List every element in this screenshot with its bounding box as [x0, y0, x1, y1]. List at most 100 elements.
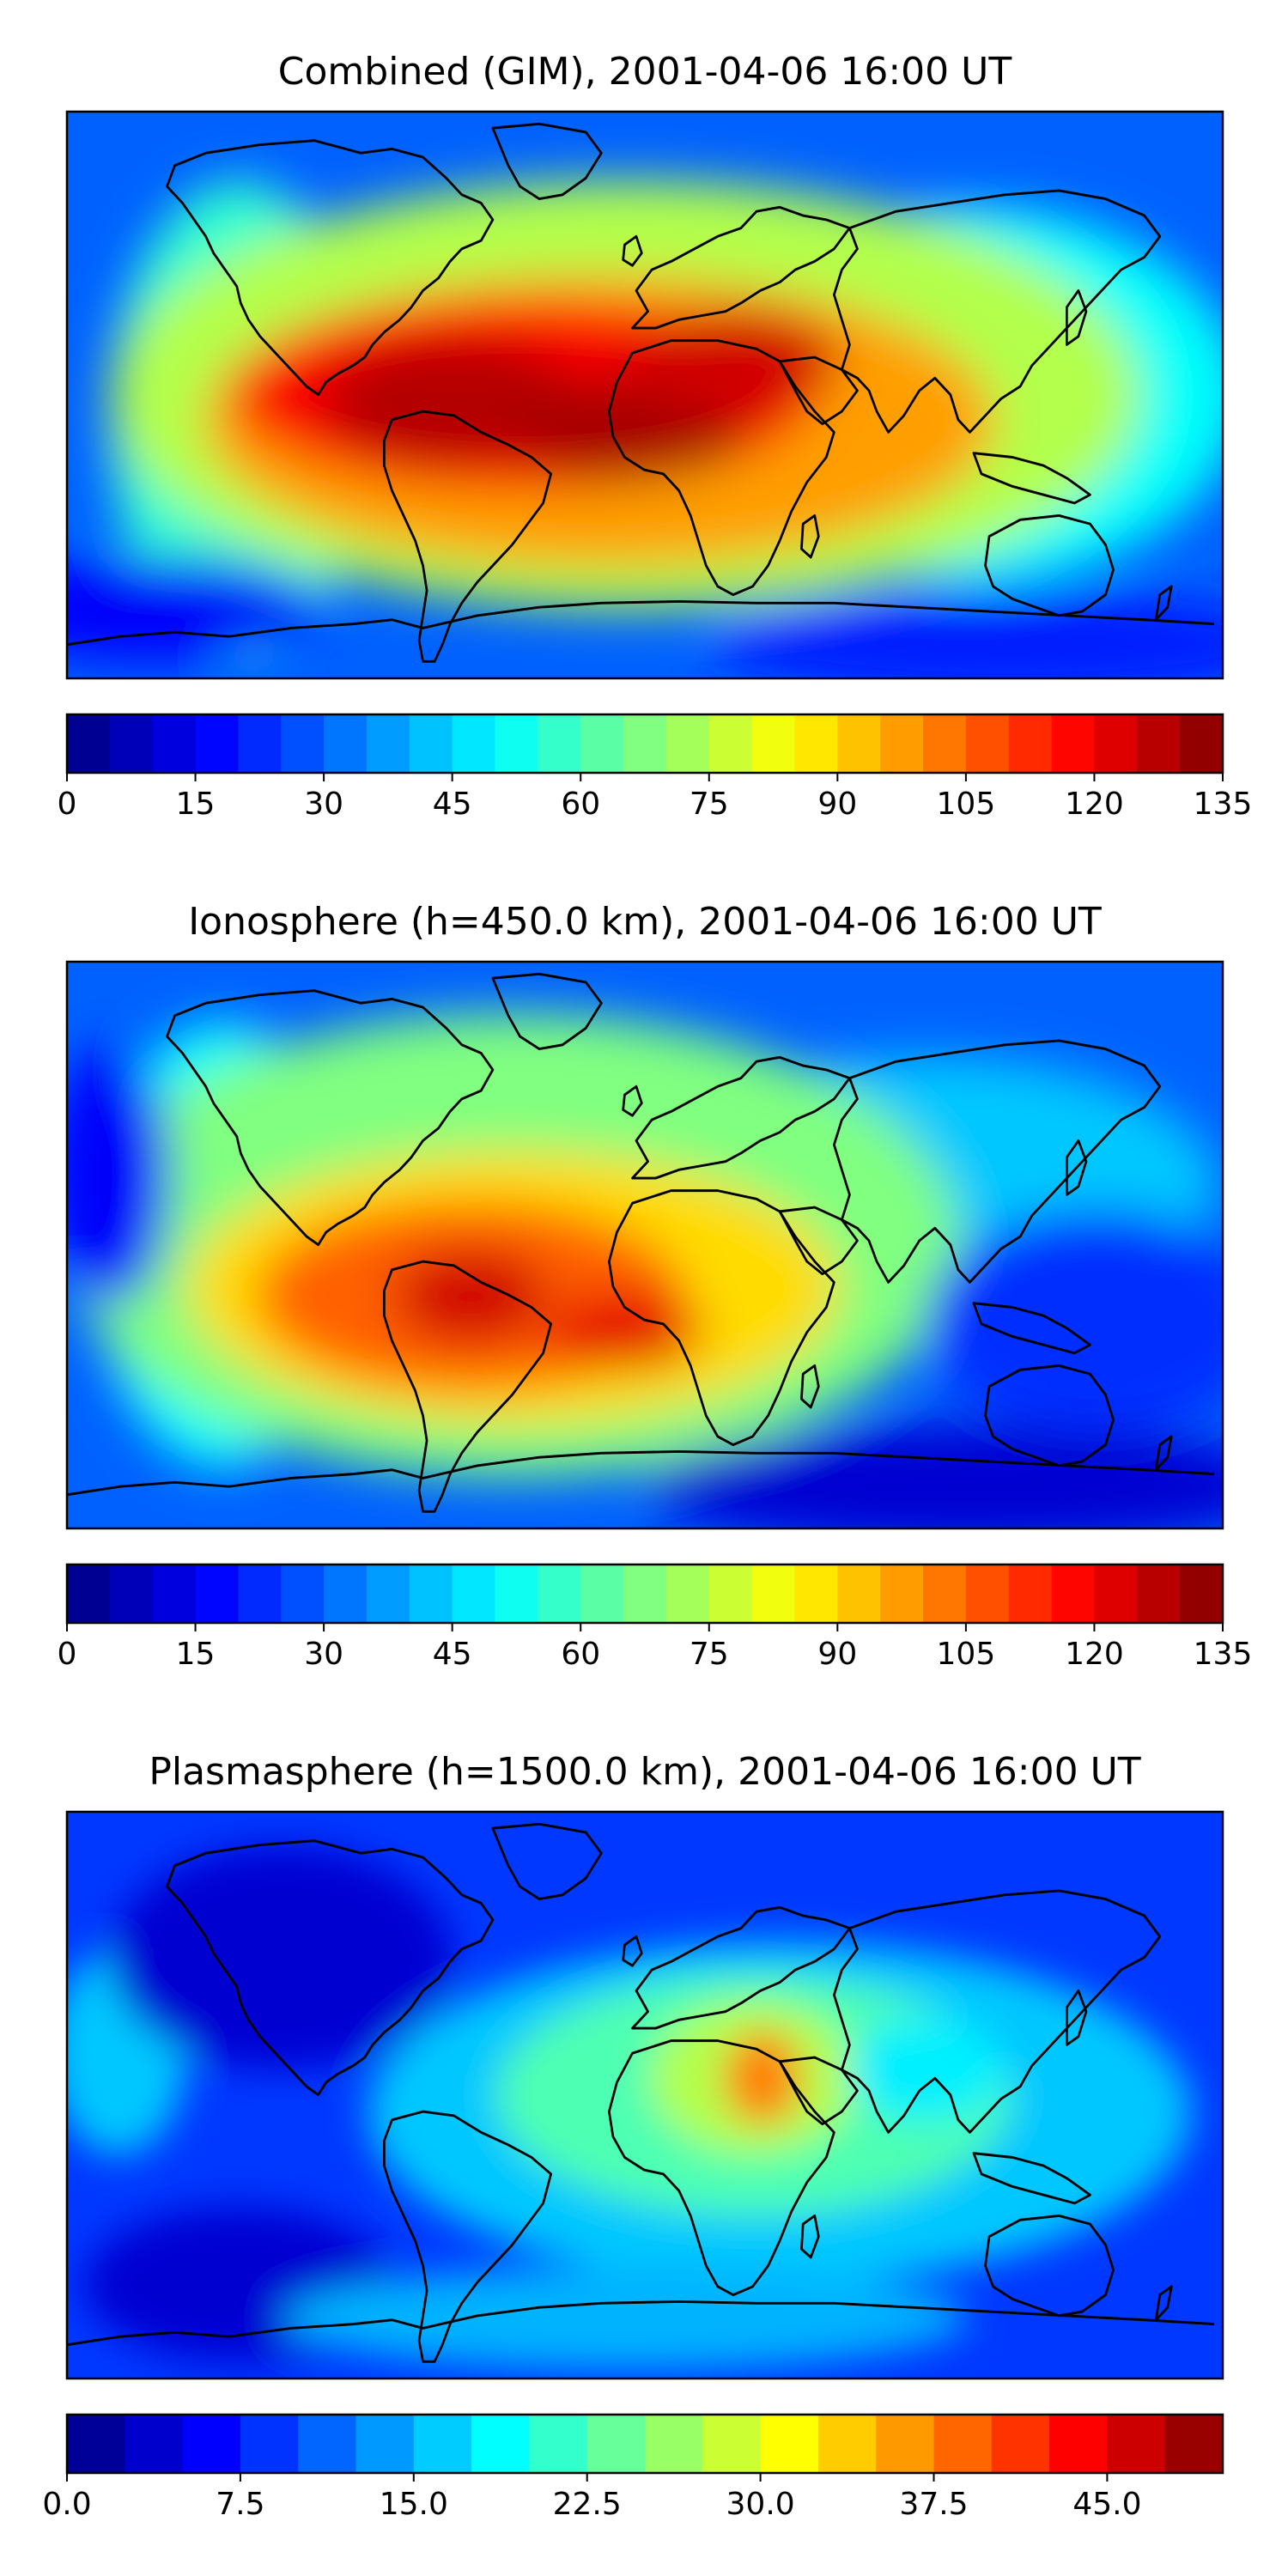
- map-panel-1: Combined (GIM), 2001-04-06 16:00 UT 0 15 30…: [58, 50, 1253, 822]
- colorbar-swatch: [1180, 714, 1224, 773]
- colorbar-tick-label: 0: [58, 1637, 77, 1672]
- colorbar-swatch: [880, 714, 924, 773]
- colorbar-swatch: [281, 714, 325, 773]
- colorbar-tick-label: 0: [58, 787, 77, 822]
- field-map: [67, 112, 1223, 678]
- colorbar-swatch: [195, 714, 240, 773]
- map-frame: [65, 960, 1224, 1530]
- colorbar-swatch: [529, 2415, 588, 2473]
- colorbar-swatch: [708, 714, 753, 773]
- colorbar-tick-label: 75: [690, 787, 729, 822]
- colorbar-swatch: [1094, 1564, 1138, 1623]
- colorbar-swatch: [623, 714, 667, 773]
- colorbar-swatch: [298, 2415, 357, 2473]
- colorbar-swatch: [586, 2415, 646, 2473]
- colorbar-tick-label: 30.0: [726, 2487, 795, 2522]
- colorbar-tick-label: 15.0: [380, 2487, 448, 2522]
- colorbar-tick-label: 45: [433, 1637, 472, 1672]
- colorbar-swatch: [794, 714, 838, 773]
- colorbar-swatch: [665, 714, 710, 773]
- colorbar-swatch: [760, 2415, 819, 2473]
- colorbar-swatch: [751, 714, 796, 773]
- colorbar-tick-label: 22.5: [553, 2487, 622, 2522]
- panel-title: Combined (GIM), 2001-04-06 16:00 UT: [278, 50, 1012, 94]
- panel-title: Ionosphere (h=450.0 km), 2001-04-06 16:0…: [188, 900, 1102, 944]
- colorbar-swatch: [794, 1564, 838, 1623]
- colorbar-swatch: [665, 1564, 710, 1623]
- colorbar-swatch: [109, 714, 154, 773]
- colorbar-tick-label: 105: [937, 787, 996, 822]
- colorbar-swatch: [623, 1564, 667, 1623]
- colorbar-tick-label: 30: [304, 1637, 343, 1672]
- colorbar: 0.0 7.5 15.0 22.5 30.0 37.5 45.0: [42, 2413, 1224, 2522]
- colorbar-tick-label: 60: [561, 1637, 600, 1672]
- field-map: [67, 1812, 1223, 2379]
- colorbar-tick-label: 75: [690, 1637, 729, 1672]
- colorbar-swatch: [965, 714, 1010, 773]
- colorbar-tick-label: 7.5: [216, 2487, 264, 2522]
- colorbar-swatch: [67, 1564, 111, 1623]
- colorbar-swatch: [923, 714, 967, 773]
- colorbar-swatch: [1008, 714, 1053, 773]
- colorbar-tick-label: 15: [176, 787, 216, 822]
- map-panel-3: Plasmasphere (h=1500.0 km), 2001-04-06 1…: [42, 1750, 1224, 2522]
- colorbar-swatch: [991, 2415, 1050, 2473]
- field-map: [67, 962, 1223, 1528]
- colorbar-swatch: [240, 2415, 299, 2473]
- colorbar-swatch: [1094, 714, 1138, 773]
- colorbar-swatch: [324, 1564, 368, 1623]
- colorbar-swatch: [837, 1564, 881, 1623]
- colorbar-tick-label: 15: [176, 1637, 216, 1672]
- colorbar-swatch: [409, 714, 453, 773]
- map-panels: Combined (GIM), 2001-04-06 16:00 UT 0 15 30…: [42, 50, 1253, 2522]
- colorbar-tick-label: 135: [1194, 1637, 1253, 1672]
- colorbar-tick-label: 120: [1065, 787, 1124, 822]
- colorbar-swatch: [238, 714, 282, 773]
- colorbar-swatch: [471, 2415, 530, 2473]
- colorbar-swatch: [495, 714, 538, 773]
- colorbar-swatch: [1051, 714, 1096, 773]
- colorbar-tick-label: 0.0: [42, 2487, 91, 2522]
- colorbar-swatch: [67, 714, 111, 773]
- colorbar-swatch: [751, 1564, 796, 1623]
- colorbar-swatch: [125, 2415, 184, 2473]
- colorbar-tick-label: 135: [1194, 787, 1253, 822]
- colorbar-swatch: [409, 1564, 453, 1623]
- colorbar-swatch: [933, 2415, 993, 2473]
- colorbar-swatch: [1107, 2415, 1166, 2473]
- colorbar-swatch: [837, 714, 881, 773]
- colorbar-swatch: [152, 714, 197, 773]
- colorbar-swatch: [880, 1564, 924, 1623]
- panel-title: Plasmasphere (h=1500.0 km), 2001-04-06 1…: [149, 1750, 1140, 1794]
- colorbar-tick-label: 90: [817, 787, 857, 822]
- colorbar-swatch: [152, 1564, 197, 1623]
- colorbar-swatch: [452, 714, 496, 773]
- map-frame: [65, 1810, 1224, 2380]
- colorbar-swatch: [1180, 1564, 1224, 1623]
- colorbar-tick-label: 120: [1065, 1637, 1124, 1672]
- colorbar-swatch: [366, 1564, 410, 1623]
- colorbar-tick-label: 30: [304, 787, 343, 822]
- colorbar-swatch: [355, 2415, 415, 2473]
- colorbar-swatch: [1008, 1564, 1053, 1623]
- colorbar-swatch: [965, 1564, 1010, 1623]
- colorbar-swatch: [1049, 2415, 1108, 2473]
- colorbar-swatch: [109, 1564, 154, 1623]
- map-panel-2: Ionosphere (h=450.0 km), 2001-04-06 16:0…: [58, 900, 1253, 1672]
- colorbar-swatch: [538, 714, 581, 773]
- colorbar-tick-label: 60: [561, 787, 600, 822]
- colorbar-swatch: [923, 1564, 967, 1623]
- colorbar-swatch: [495, 1564, 538, 1623]
- colorbar-swatch: [876, 2415, 935, 2473]
- colorbar: 0 15 30 45 60 75 90 105 120 135: [58, 1563, 1253, 1672]
- colorbar-tick-label: 45: [433, 787, 472, 822]
- colorbar-swatch: [1164, 2415, 1224, 2473]
- colorbar-swatch: [366, 714, 410, 773]
- colorbar-swatch: [580, 1564, 624, 1623]
- colorbar-swatch: [1137, 1564, 1181, 1623]
- colorbar-swatch: [238, 1564, 282, 1623]
- colorbar-swatch: [324, 714, 368, 773]
- colorbar-swatch: [817, 2415, 877, 2473]
- colorbar-swatch: [182, 2415, 241, 2473]
